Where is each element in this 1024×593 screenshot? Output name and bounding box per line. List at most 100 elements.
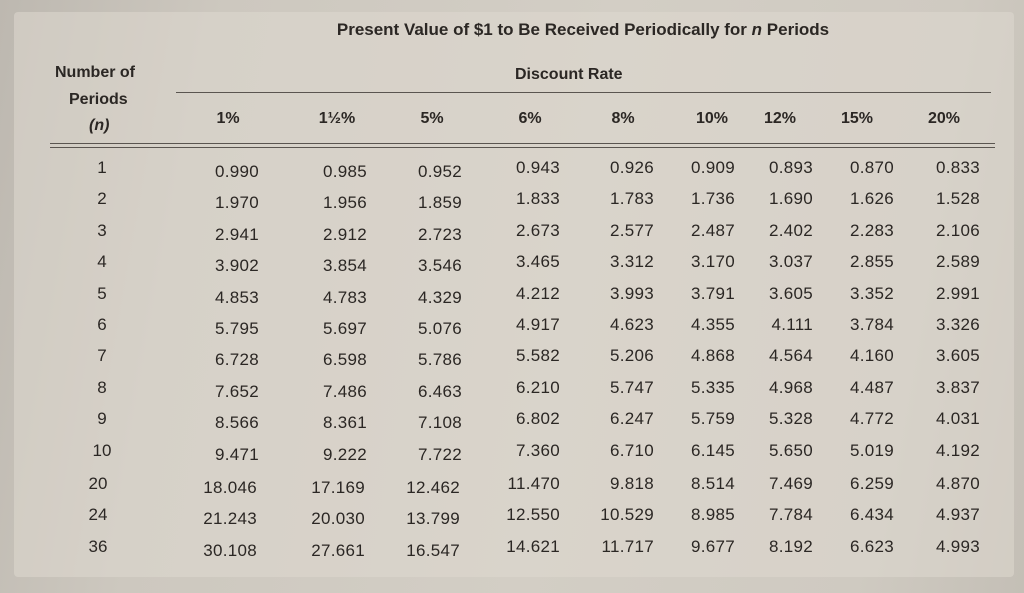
group-rule [176, 92, 991, 93]
value-cell: 8.985 [690, 505, 735, 525]
value-cell: 4.870 [935, 474, 980, 493]
value-cell: 4.487 [849, 377, 894, 397]
period-cell: 24 [88, 505, 108, 525]
value-cell: 0.909 [690, 158, 735, 177]
column-header: 6% [518, 110, 542, 127]
value-cell: 4.993 [935, 536, 980, 556]
value-cell: 2.723 [417, 224, 462, 244]
value-cell: 5.747 [609, 377, 654, 397]
title-suffix: Periods [766, 20, 830, 39]
value-cell: 11.717 [601, 536, 654, 556]
value-cell: 4.968 [768, 377, 813, 397]
row-header-line2: Periods [69, 91, 128, 108]
value-cell: 3.465 [515, 252, 560, 272]
value-cell: 3.170 [690, 252, 735, 272]
value-cell: 2.283 [849, 220, 894, 240]
value-cell: 4.917 [515, 315, 560, 334]
value-cell: 4.160 [849, 346, 894, 366]
value-cell: 2.577 [609, 220, 654, 240]
table-panel [14, 12, 1014, 577]
value-cell: 1.956 [322, 193, 367, 213]
value-cell: 4.212 [515, 283, 560, 303]
value-cell: 3.854 [322, 256, 367, 276]
value-cell: 4.772 [849, 409, 894, 429]
table-title: Present Value of $1 to Be Received Perio… [0, 20, 1024, 40]
value-cell: 1.783 [609, 189, 654, 209]
value-cell: 18.046 [203, 478, 257, 497]
value-cell: 11.470 [507, 474, 560, 493]
value-cell: 3.326 [935, 315, 980, 334]
value-cell: 8.192 [768, 536, 813, 556]
value-cell: 4.868 [690, 346, 735, 366]
value-cell: 9.222 [322, 444, 367, 464]
value-cell: 5.328 [768, 409, 813, 429]
value-cell: 4.783 [322, 287, 367, 307]
value-cell: 2.589 [935, 252, 980, 272]
value-cell: 9.677 [690, 536, 735, 556]
period-cell: 8 [97, 377, 107, 397]
value-cell: 0.893 [768, 158, 813, 177]
value-cell: 6.623 [849, 536, 894, 556]
value-cell: 3.546 [417, 256, 462, 276]
value-cell: 2.855 [849, 252, 894, 272]
value-cell: 6.434 [849, 505, 894, 525]
value-cell: 5.795 [214, 319, 259, 338]
value-cell: 8.361 [322, 413, 367, 433]
value-cell: 1.528 [935, 189, 980, 209]
value-cell: 0.926 [609, 158, 654, 177]
value-cell: 0.870 [849, 158, 894, 177]
value-cell: 3.037 [768, 252, 813, 272]
value-cell: 2.912 [322, 224, 367, 244]
value-cell: 1.736 [690, 189, 735, 209]
value-cell: 7.652 [214, 381, 259, 401]
value-cell: 7.469 [768, 474, 813, 493]
value-cell: 6.463 [417, 381, 462, 401]
value-cell: 0.985 [322, 162, 367, 181]
value-cell: 6.259 [849, 474, 894, 493]
row-header-line1: Number of [55, 64, 135, 81]
value-cell: 2.941 [214, 224, 259, 244]
period-cell: 36 [88, 536, 108, 556]
value-cell: 4.192 [935, 440, 980, 460]
value-cell: 5.759 [690, 409, 735, 429]
value-cell: 3.352 [849, 283, 894, 303]
column-header: 1½% [318, 110, 356, 127]
value-cell: 1.626 [849, 189, 894, 209]
value-cell: 4.031 [935, 409, 980, 429]
period-cell: 3 [97, 220, 107, 240]
value-cell: 4.853 [214, 287, 259, 307]
value-cell: 3.993 [609, 283, 654, 303]
group-header: Discount Rate [515, 66, 623, 83]
value-cell: 5.786 [417, 350, 462, 370]
value-cell: 3.902 [214, 256, 259, 276]
value-cell: 3.784 [849, 315, 894, 334]
value-cell: 3.791 [690, 283, 735, 303]
value-cell: 4.329 [417, 287, 462, 307]
value-cell: 2.106 [935, 220, 980, 240]
value-cell: 16.547 [406, 540, 460, 560]
column-header: 5% [420, 110, 444, 127]
value-cell: 3.605 [768, 283, 813, 303]
value-cell: 14.621 [506, 536, 560, 556]
value-cell: 4.623 [609, 315, 654, 334]
value-cell: 30.108 [203, 540, 257, 560]
value-cell: 2.991 [935, 283, 980, 303]
title-variable: n [751, 20, 763, 39]
value-cell: 9.818 [609, 474, 654, 493]
value-cell: 8.514 [690, 474, 735, 493]
value-cell: 0.943 [515, 158, 560, 177]
column-header: 8% [611, 110, 635, 127]
value-cell: 27.661 [311, 540, 365, 560]
value-cell: 1.833 [515, 189, 560, 209]
value-cell: 12.462 [406, 478, 460, 497]
value-cell: 20.030 [311, 509, 365, 529]
value-cell: 13.799 [406, 509, 460, 529]
value-cell: 5.335 [690, 377, 735, 397]
value-cell: 0.952 [417, 162, 462, 181]
value-cell: 0.990 [214, 162, 259, 181]
value-cell: 5.697 [322, 319, 367, 338]
value-cell: 6.728 [214, 350, 259, 370]
value-cell: 6.247 [609, 409, 654, 429]
value-cell: 6.210 [515, 377, 560, 397]
value-cell: 21.243 [203, 509, 257, 529]
